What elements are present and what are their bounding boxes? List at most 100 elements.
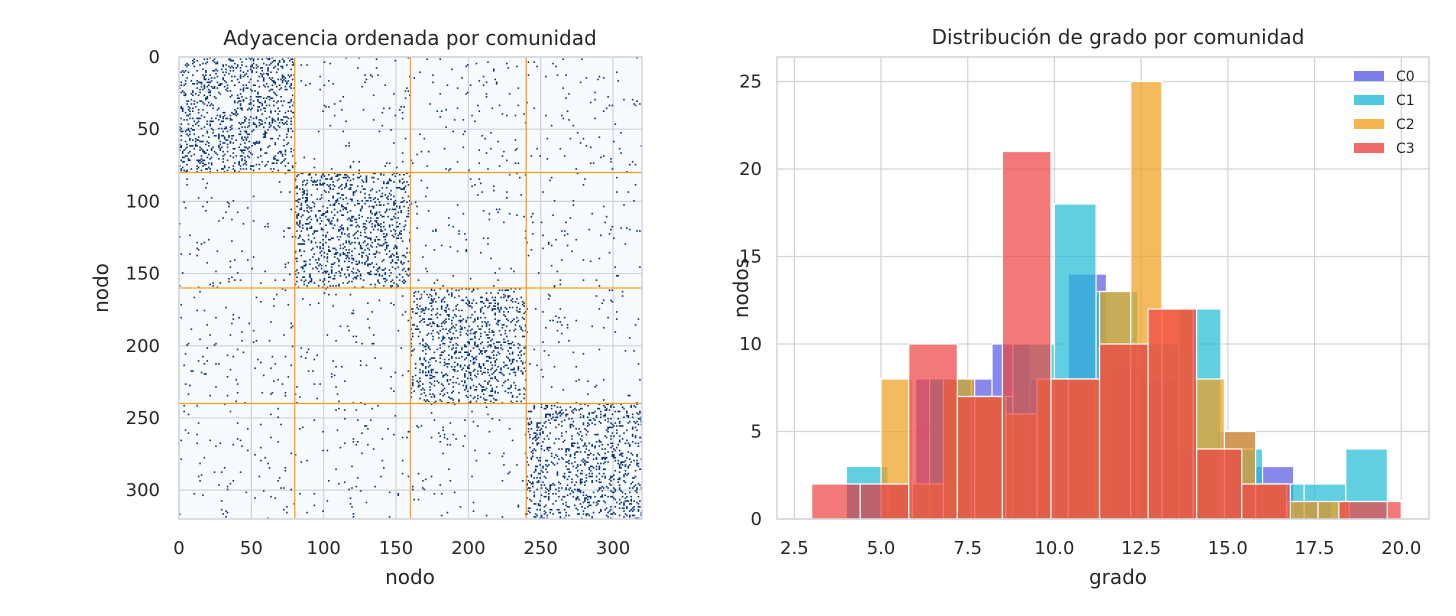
adjacency-edge — [416, 303, 418, 306]
adjacency-edge — [209, 57, 211, 59]
adjacency-edge — [582, 279, 585, 281]
adjacency-edge — [210, 117, 213, 120]
adjacency-edge — [630, 404, 633, 407]
adjacency-edge — [351, 254, 353, 257]
adjacency-edge — [610, 435, 612, 437]
adjacency-edge — [339, 325, 342, 328]
adjacency-edge — [218, 145, 220, 147]
adjacency-edge — [233, 75, 236, 78]
adjacency-edge — [481, 325, 483, 328]
adjacency-edge — [190, 93, 193, 95]
adjacency-edge — [401, 276, 404, 279]
adjacency-edge — [440, 308, 443, 310]
adjacency-edge — [249, 78, 252, 81]
adjacency-edge — [283, 75, 285, 78]
adjacency-edge — [614, 266, 617, 268]
adjacency-edge — [345, 241, 347, 244]
adjacency-edge — [330, 373, 333, 375]
adjacency-edge — [547, 241, 550, 244]
adjacency-edge — [323, 212, 326, 215]
adjacency-edge — [239, 133, 242, 136]
adjacency-edge — [290, 123, 293, 126]
adjacency-edge — [411, 162, 414, 164]
adjacency-edge — [247, 126, 249, 128]
adjacency-edge — [575, 498, 578, 501]
adjacency-edge — [465, 384, 468, 387]
adjacency-edge — [477, 325, 479, 328]
adjacency-edge — [451, 348, 453, 351]
adjacency-edge — [633, 103, 635, 105]
adjacency-edge — [540, 514, 543, 517]
adjacency-edge — [242, 149, 245, 151]
adjacency-edge — [539, 433, 541, 436]
adjacency-edge — [520, 370, 523, 372]
adjacency-edge — [508, 93, 511, 95]
adjacency-edge — [490, 302, 492, 305]
adjacency-edge — [614, 422, 617, 424]
adjacency-edge — [592, 412, 595, 414]
adjacency-edge — [388, 250, 391, 253]
adjacency-edge — [508, 387, 511, 390]
adjacency-edge — [621, 507, 624, 510]
adjacency-edge — [585, 445, 588, 447]
adjacency-edge — [600, 510, 602, 512]
adjacency-edge — [626, 500, 628, 502]
adjacency-edge — [383, 173, 385, 176]
adjacency-edge — [568, 468, 570, 471]
adjacency-edge — [585, 429, 588, 432]
adjacency-edge — [547, 464, 550, 466]
adjacency-edge — [294, 179, 297, 182]
adjacency-edge — [581, 469, 583, 472]
adjacency-edge — [380, 214, 382, 216]
adjacency-edge — [600, 234, 602, 237]
adjacency-edge — [223, 114, 226, 117]
adjacency-edge — [348, 217, 350, 219]
adjacency-edge — [406, 172, 408, 175]
adjacency-edge — [513, 371, 515, 374]
adjacency-edge — [348, 273, 350, 276]
adjacency-edge — [325, 215, 327, 218]
adjacency-edge — [403, 225, 405, 228]
adjacency-edge — [368, 273, 371, 276]
adjacency-edge — [558, 458, 560, 460]
adjacency-edge — [422, 339, 424, 342]
adjacency-edge — [618, 464, 621, 466]
adjacency-edge — [449, 341, 452, 344]
adjacency-edge — [449, 328, 452, 331]
adjacency-edge — [534, 465, 537, 468]
adjacency-edge — [381, 124, 384, 127]
adjacency-edge — [206, 156, 209, 159]
adjacency-edge — [209, 81, 211, 84]
adjacency-edge — [556, 413, 559, 416]
adjacency-edge — [430, 299, 433, 302]
adjacency-edge — [455, 342, 457, 345]
adjacency-edge — [377, 243, 379, 245]
adjacency-edge — [378, 189, 381, 192]
adjacency-edge — [600, 441, 602, 443]
adjacency-edge — [307, 205, 310, 208]
adjacency-edge — [306, 194, 308, 196]
adjacency-edge — [367, 217, 369, 219]
adjacency-edge — [179, 513, 181, 515]
adjacency-edge — [304, 264, 307, 267]
adjacency-edge — [345, 176, 347, 179]
adjacency-edge — [575, 238, 578, 241]
adjacency-edge — [600, 410, 602, 413]
adjacency-edge — [218, 134, 220, 137]
adjacency-edge — [443, 342, 446, 345]
adjacency-edge — [341, 233, 343, 235]
adjacency-edge — [332, 82, 334, 85]
adjacency-edge — [469, 178, 472, 180]
adjacency-edge — [485, 81, 488, 84]
adjacency-edge — [231, 137, 233, 140]
adjacency-edge — [488, 380, 491, 382]
degree-x-ticks: 2.5 5.0 7.5 10.0 12.5 15.0 17.5 20.0 — [780, 538, 1421, 559]
adjacency-edge — [329, 124, 332, 127]
adjacency-edge — [448, 396, 450, 398]
adjacency-edge — [270, 111, 272, 114]
adjacency-edge — [448, 217, 450, 219]
adjacency-edge — [397, 211, 400, 214]
adjacency-edge — [604, 452, 606, 455]
adjacency-edge — [534, 439, 537, 442]
adjacency-edge — [451, 338, 453, 341]
